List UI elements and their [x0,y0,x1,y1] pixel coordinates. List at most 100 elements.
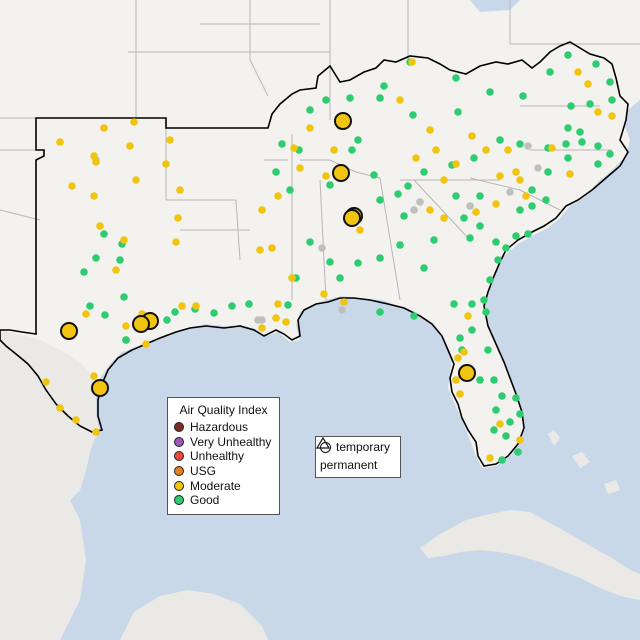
monitor-marker-moderate[interactable] [92,158,100,166]
monitor-marker-moderate[interactable] [268,244,276,252]
monitor-marker-moderate[interactable] [142,340,150,348]
monitor-marker-good[interactable] [336,274,344,282]
monitor-marker-moderate-temporary[interactable] [132,315,150,333]
monitor-marker-moderate[interactable] [340,298,348,306]
monitor-marker-good[interactable] [272,168,280,176]
monitor-marker-good[interactable] [171,308,179,316]
monitor-marker-moderate[interactable] [356,226,364,234]
monitor-marker-moderate[interactable] [504,146,512,154]
monitor-marker-good[interactable] [492,406,500,414]
monitor-marker-moderate[interactable] [282,318,290,326]
monitor-marker-moderate[interactable] [68,182,76,190]
monitor-marker-good[interactable] [460,214,468,222]
monitor-marker-moderate[interactable] [132,176,140,184]
monitor-marker-moderate[interactable] [256,246,264,254]
monitor-marker-moderate[interactable] [496,172,504,180]
monitor-marker-moderate[interactable] [130,118,138,126]
monitor-marker-moderate[interactable] [166,136,174,144]
monitor-marker-moderate[interactable] [468,132,476,140]
monitor-marker-moderate[interactable] [452,160,460,168]
monitor-marker-good[interactable] [512,232,520,240]
monitor-marker-moderate[interactable] [172,238,180,246]
monitor-marker-good[interactable] [376,94,384,102]
monitor-marker-good[interactable] [376,196,384,204]
monitor-marker-no-data[interactable] [506,188,514,196]
monitor-marker-good[interactable] [594,160,602,168]
monitor-marker-moderate[interactable] [452,376,460,384]
monitor-marker-good[interactable] [476,376,484,384]
monitor-marker-moderate[interactable] [90,152,98,160]
monitor-marker-moderate[interactable] [90,192,98,200]
monitor-marker-good[interactable] [567,102,575,110]
monitor-marker-good[interactable] [498,456,506,464]
monitor-marker-no-data[interactable] [524,142,532,150]
monitor-marker-moderate[interactable] [120,236,128,244]
monitor-marker-moderate[interactable] [274,192,282,200]
monitor-marker-good[interactable] [492,238,500,246]
monitor-marker-moderate-temporary[interactable] [458,364,476,382]
monitor-marker-good[interactable] [480,296,488,304]
monitor-marker-good[interactable] [80,268,88,276]
monitor-marker-good[interactable] [354,259,362,267]
monitor-marker-good[interactable] [544,168,552,176]
monitor-marker-good[interactable] [452,74,460,82]
monitor-marker-no-data[interactable] [338,306,346,314]
monitor-marker-good[interactable] [476,192,484,200]
monitor-marker-good[interactable] [502,244,510,252]
monitor-marker-moderate[interactable] [440,176,448,184]
monitor-marker-moderate[interactable] [440,214,448,222]
monitor-marker-good[interactable] [420,264,428,272]
monitor-marker-good[interactable] [122,336,130,344]
monitor-marker-moderate-temporary[interactable] [60,322,78,340]
monitor-marker-moderate-temporary[interactable] [91,379,109,397]
monitor-marker-moderate-temporary[interactable] [343,209,361,227]
monitor-marker-moderate-temporary[interactable] [334,112,352,130]
monitor-marker-good[interactable] [404,182,412,190]
monitor-marker-moderate[interactable] [90,372,98,380]
monitor-marker-no-data[interactable] [410,206,418,214]
monitor-marker-good[interactable] [490,376,498,384]
monitor-marker-moderate[interactable] [522,192,530,200]
monitor-marker-good[interactable] [306,238,314,246]
monitor-marker-moderate[interactable] [72,416,80,424]
monitor-marker-good[interactable] [376,308,384,316]
monitor-marker-good[interactable] [456,334,464,342]
monitor-marker-good[interactable] [116,256,124,264]
monitor-marker-good[interactable] [592,60,600,68]
monitor-marker-good[interactable] [516,410,524,418]
monitor-marker-moderate[interactable] [486,454,494,462]
monitor-marker-moderate[interactable] [432,146,440,154]
monitor-marker-good[interactable] [524,230,532,238]
monitor-marker-good[interactable] [278,140,286,148]
monitor-marker-good[interactable] [484,346,492,354]
monitor-marker-moderate[interactable] [258,206,266,214]
monitor-marker-good[interactable] [476,222,484,230]
monitor-marker-good[interactable] [490,426,498,434]
monitor-marker-good[interactable] [245,300,253,308]
monitor-marker-good[interactable] [348,146,356,154]
monitor-marker-good[interactable] [608,96,616,104]
monitor-marker-good[interactable] [482,308,490,316]
monitor-marker-moderate[interactable] [482,146,490,154]
monitor-marker-good[interactable] [496,136,504,144]
monitor-marker-good[interactable] [494,256,502,264]
monitor-marker-good[interactable] [466,234,474,242]
monitor-marker-good[interactable] [468,300,476,308]
monitor-marker-moderate[interactable] [460,348,468,356]
monitor-marker-moderate[interactable] [92,428,100,436]
monitor-marker-good[interactable] [576,128,584,136]
monitor-marker-good[interactable] [564,124,572,132]
monitor-marker-good[interactable] [450,300,458,308]
monitor-marker-good[interactable] [606,150,614,158]
monitor-marker-moderate[interactable] [274,300,282,308]
monitor-marker-moderate[interactable] [516,436,524,444]
monitor-marker-good[interactable] [326,258,334,266]
monitor-marker-good[interactable] [564,154,572,162]
monitor-marker-moderate[interactable] [426,206,434,214]
monitor-marker-moderate[interactable] [456,390,464,398]
monitor-marker-moderate[interactable] [306,124,314,132]
monitor-marker-good[interactable] [100,230,108,238]
monitor-marker-moderate[interactable] [412,154,420,162]
monitor-marker-moderate[interactable] [290,144,298,152]
monitor-marker-moderate[interactable] [112,266,120,274]
